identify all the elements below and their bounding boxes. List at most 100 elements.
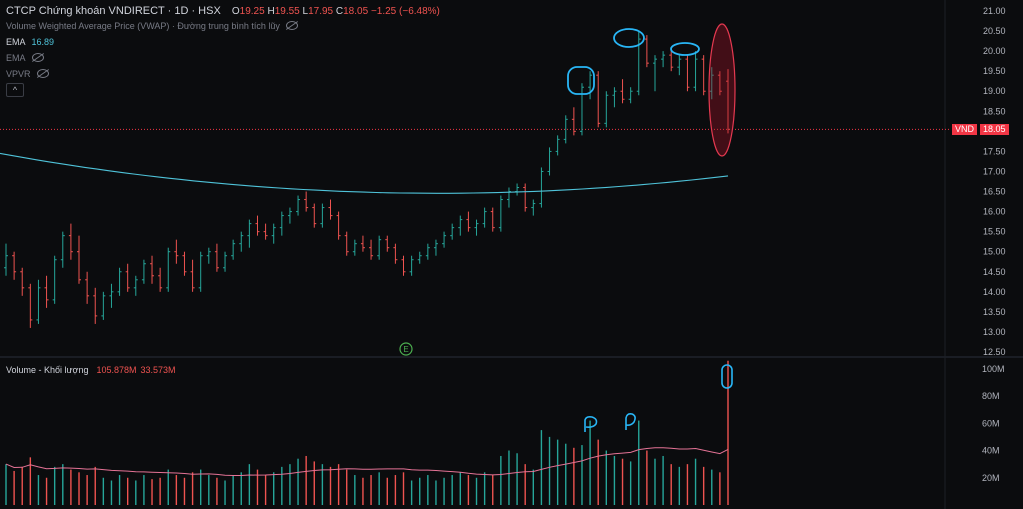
eye-hidden-icon[interactable] <box>36 69 49 78</box>
ohlc-bar <box>125 263 130 292</box>
ohlc-bar <box>231 239 236 260</box>
ema2-legend[interactable]: EMA <box>6 52 44 65</box>
ohlc-bar <box>28 283 33 328</box>
ohlc-bar <box>52 255 57 304</box>
ohlc-bar <box>563 115 568 144</box>
ohlc-bar <box>717 71 722 96</box>
price-tick-label: 17.00 <box>983 166 1006 176</box>
ohlc-bar <box>709 67 714 100</box>
ohlc-bar <box>166 247 171 292</box>
ohlc-bar <box>490 207 495 232</box>
ohlc-bar <box>547 147 552 176</box>
ohlc-bar <box>133 275 138 296</box>
current-price-label: 18.05 <box>980 124 1009 135</box>
ohlc-bar <box>596 71 601 128</box>
ohlc-bar <box>409 255 414 276</box>
ohlc-bar <box>685 55 690 92</box>
ohlc-bar <box>304 191 309 212</box>
price-tick-label: 20.50 <box>983 26 1006 36</box>
eye-hidden-icon[interactable] <box>31 53 44 62</box>
ema-label: EMA <box>6 37 26 47</box>
ohlc-bar <box>352 239 357 256</box>
ohlc-bar <box>555 135 560 156</box>
ohlc-bar <box>214 243 219 272</box>
event-marker: E <box>399 342 413 356</box>
price-tick-label: 21.00 <box>983 6 1006 16</box>
annotation-ellipse <box>613 28 645 48</box>
symbol-legend[interactable]: CTCP Chứng khoán VNDIRECT · 1D · HSX O19… <box>6 5 440 18</box>
ohlc-bar <box>360 235 365 252</box>
ohlc-bar <box>652 55 657 92</box>
volume-value: 105.878M <box>96 365 137 375</box>
ohlc-bar <box>296 195 301 216</box>
ohlc-bar <box>36 279 41 324</box>
ohlc-bar <box>474 219 479 236</box>
ohlc-bar <box>141 259 146 284</box>
price-tick-label: 16.00 <box>983 207 1006 217</box>
ohlc-bar <box>644 35 649 68</box>
volume-tick-label: 20M <box>982 473 1000 483</box>
price-tick-label: 19.00 <box>983 86 1006 96</box>
event-marker-letter: E <box>403 345 408 354</box>
volume-title: Volume - Khối lượng <box>6 365 89 375</box>
price-tick-label: 17.50 <box>983 146 1006 156</box>
ohlc-bar <box>85 271 90 304</box>
volume-tick-label: 60M <box>982 418 1000 428</box>
ohlc-bar <box>466 211 471 232</box>
ohlc-bar <box>523 183 528 212</box>
ohlc-bar <box>60 231 65 268</box>
ohlc-bar <box>109 283 114 308</box>
price-tick-label: 19.50 <box>983 66 1006 76</box>
ohlc-bar <box>385 235 390 252</box>
ohlc-bar <box>223 251 228 272</box>
vwap-legend[interactable]: Volume Weighted Average Price (VWAP) · Đ… <box>6 20 298 33</box>
eye-hidden-icon[interactable] <box>285 21 298 30</box>
volume-legend[interactable]: Volume - Khối lượng 105.878M 33.573M <box>6 364 176 377</box>
ohlc-bar <box>401 255 406 276</box>
ohlc-bar <box>693 51 698 92</box>
ohlc-bar <box>4 243 8 276</box>
ohlc-bar <box>279 211 284 236</box>
ohlc-bar <box>425 243 430 260</box>
ohlc-bar <box>287 207 292 224</box>
symbol-title[interactable]: CTCP Chứng khoán VNDIRECT · 1D · HSX <box>6 5 221 17</box>
ohlc-bar <box>158 267 163 292</box>
ohlc-bar <box>442 231 447 248</box>
ohlc-bar <box>20 267 25 296</box>
collapse-legend-button[interactable]: ^ <box>6 83 24 97</box>
ohlc-bar <box>636 31 641 96</box>
ohlc-bar <box>344 231 349 256</box>
ohlc-bar <box>604 91 609 128</box>
price-tick-label: 16.50 <box>983 187 1006 197</box>
ohlc-bar <box>93 287 98 324</box>
volume-ma-line <box>5 447 729 476</box>
price-tick-label: 15.00 <box>983 247 1006 257</box>
ohlc-bar <box>417 251 422 264</box>
annotation-box <box>721 364 733 389</box>
ohlc-bar <box>190 259 195 292</box>
vpvr-label: VPVR <box>6 69 31 79</box>
ohlc-bar <box>263 223 268 240</box>
currency-label: VND <box>952 124 978 135</box>
ohlc-bar <box>531 199 536 216</box>
ohlc-bar <box>506 187 511 208</box>
ohlc-bar <box>174 239 179 264</box>
vpvr-legend[interactable]: VPVR <box>6 68 49 81</box>
ohlc-bar <box>482 207 487 228</box>
ohlc-bar <box>588 71 593 100</box>
ohlc-bar <box>498 195 503 232</box>
ohlc-bar <box>198 251 203 292</box>
price-tick-label: 18.50 <box>983 106 1006 116</box>
ohlc-bar <box>620 79 625 104</box>
price-tick-label: 13.00 <box>983 327 1006 337</box>
ohlc-bar <box>182 251 187 276</box>
ema-line <box>0 152 729 194</box>
ohlc-bar <box>612 87 617 108</box>
ohlc-bar <box>271 223 276 244</box>
ema-legend[interactable]: EMA 16.89 <box>6 36 54 49</box>
ohlc-bar <box>77 235 82 284</box>
ohlc-bar <box>206 247 211 264</box>
ema-value: 16.89 <box>31 37 55 47</box>
